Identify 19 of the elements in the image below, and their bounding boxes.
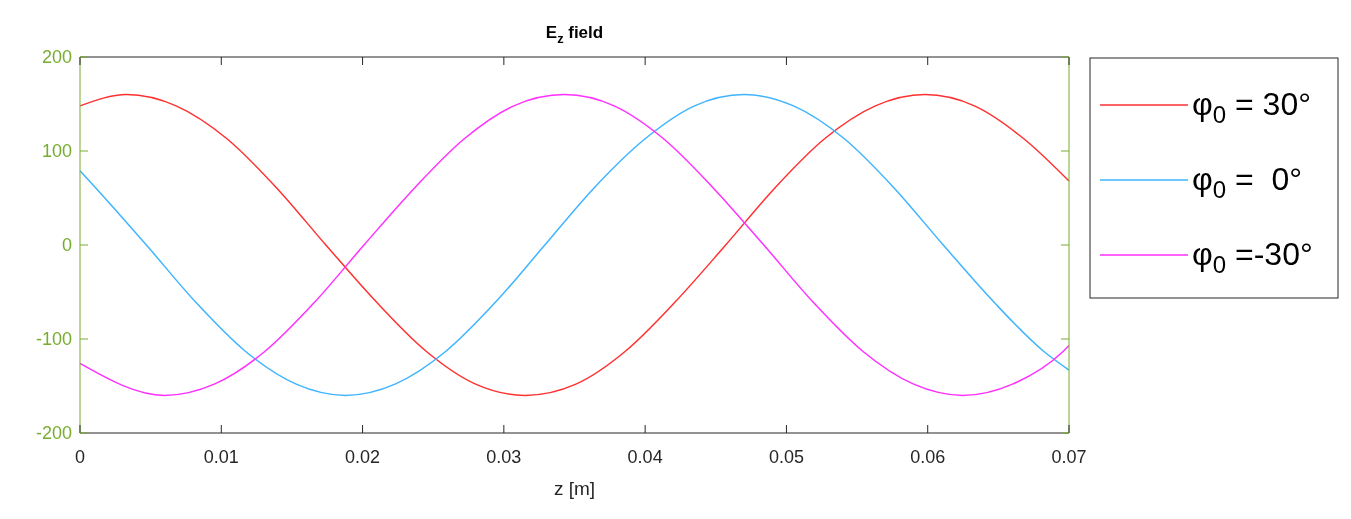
x-tick-label: 0.07: [1051, 447, 1087, 467]
legend-label: φ$_{0}$ =-30°: [1192, 236, 1313, 279]
x-tick-label: 0: [74, 447, 86, 467]
line-series: [79, 93, 1070, 397]
x-tick-label: 0.01: [203, 447, 239, 467]
chart-title: E$_{z}$ field: [545, 23, 604, 46]
x-tick-label: 0.05: [768, 447, 804, 467]
y-tick-label: -100: [35, 329, 72, 350]
y-tick-label: -200: [35, 423, 72, 444]
y-tick-label: 0: [61, 235, 72, 256]
x-tick-label: 0.03: [486, 447, 522, 467]
legend-label: φ$_{0}$ = 30°: [1192, 86, 1311, 129]
x-tick-label: 0.06: [910, 447, 946, 467]
x-tick-label: 0.02: [345, 447, 381, 467]
y-tick-label: 200: [41, 47, 72, 68]
y-tick-label: 100: [41, 141, 72, 162]
x-tick-label: 0.04: [627, 447, 663, 467]
legend-label: φ$_{0}$ = 0°: [1192, 161, 1303, 204]
x-axis-title: z [m]: [553, 478, 596, 499]
